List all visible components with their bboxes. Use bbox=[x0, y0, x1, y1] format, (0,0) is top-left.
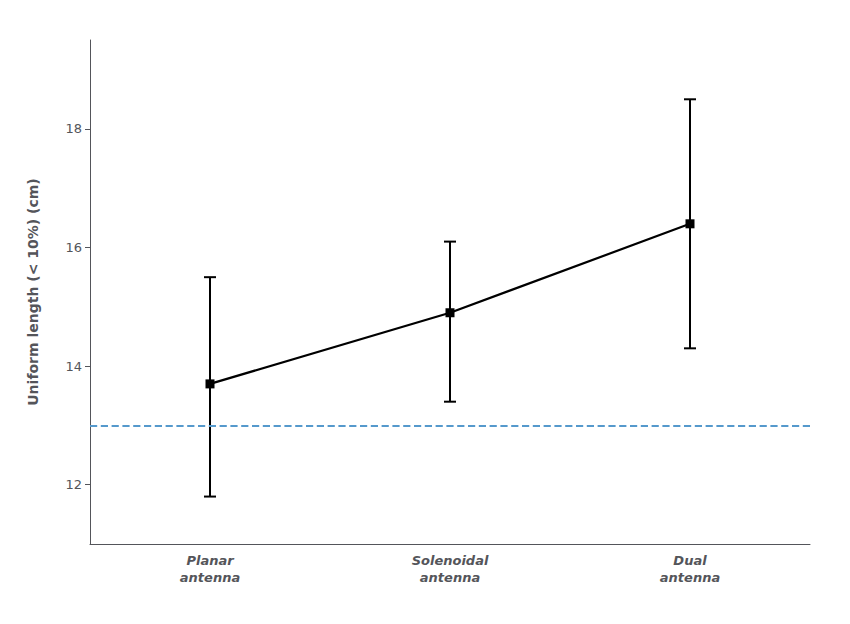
svg-text:Solenoidal: Solenoidal bbox=[412, 553, 489, 568]
svg-text:14: 14 bbox=[65, 359, 82, 374]
svg-text:18: 18 bbox=[65, 121, 82, 136]
svg-text:Uniform length (< 10%) (cm): Uniform length (< 10%) (cm) bbox=[25, 178, 41, 406]
svg-text:16: 16 bbox=[65, 240, 82, 255]
svg-text:antenna: antenna bbox=[660, 570, 720, 585]
svg-text:Dual: Dual bbox=[673, 553, 707, 568]
svg-text:antenna: antenna bbox=[420, 570, 480, 585]
svg-text:Planar: Planar bbox=[186, 553, 235, 568]
svg-text:antenna: antenna bbox=[180, 570, 240, 585]
svg-text:12: 12 bbox=[65, 477, 82, 492]
